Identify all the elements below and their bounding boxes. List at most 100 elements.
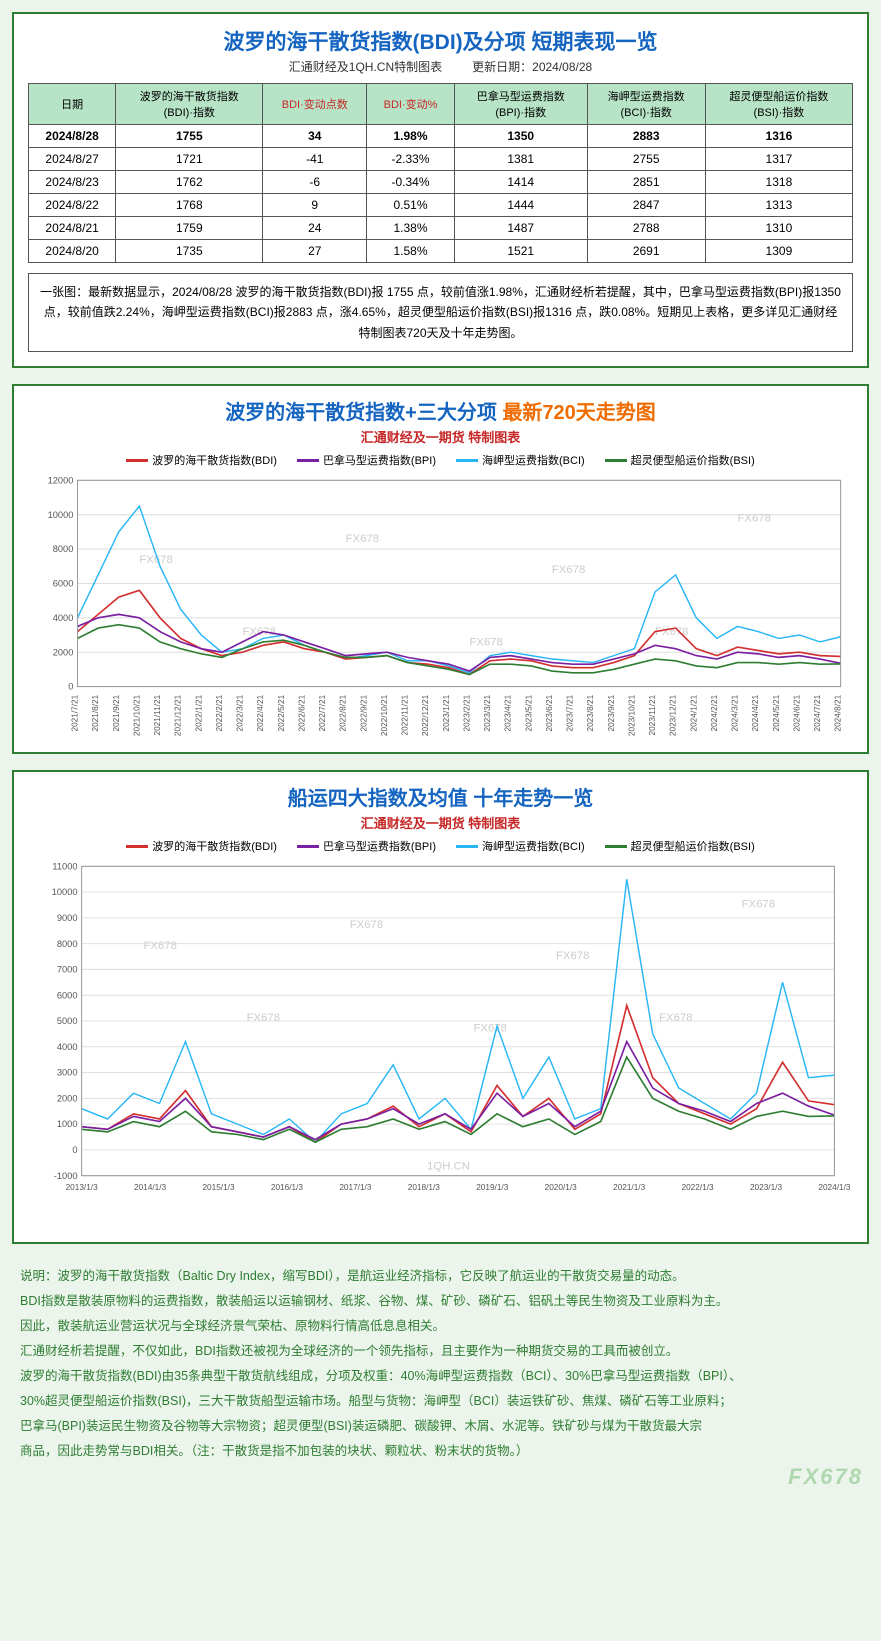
svg-text:2022/3/21: 2022/3/21 [236, 695, 245, 732]
explanation-text: 说明：波罗的海干散货指数（Baltic Dry Index，缩写BDI），是航运… [12, 1260, 869, 1484]
svg-text:8000: 8000 [57, 939, 78, 949]
svg-text:1QH.CN: 1QH.CN [427, 1161, 470, 1173]
panel1-subtitle: 汇通财经及1QH.CN特制图表更新日期：2024/08/28 [28, 58, 853, 75]
svg-text:2000: 2000 [53, 647, 74, 657]
svg-text:2022/1/3: 2022/1/3 [682, 1183, 715, 1192]
table-row: 2024/8/231762-6-0.34%141428511318 [29, 171, 853, 194]
svg-text:FX678: FX678 [144, 940, 177, 952]
chart10y-legend: 波罗的海干散货指数(BDI) 巴拿马型运费指数(BPI) 海岬型运费指数(BCI) 超… [28, 838, 853, 854]
table-header: BDI·变动% [367, 84, 455, 125]
legend-item: 波罗的海干散货指数(BDI) [126, 838, 277, 854]
svg-text:2023/2/21: 2023/2/21 [462, 695, 471, 732]
svg-text:2023/11/21: 2023/11/21 [648, 695, 657, 736]
legend-item: 巴拿马型运费指数(BPI) [297, 452, 436, 468]
legend-item: 海岬型运费指数(BCI) [456, 838, 585, 854]
svg-text:2022/7/21: 2022/7/21 [318, 695, 327, 732]
svg-text:FX678: FX678 [346, 533, 379, 545]
svg-text:2023/1/21: 2023/1/21 [442, 695, 451, 732]
svg-text:FX678: FX678 [474, 1023, 507, 1035]
panel1-title: 波罗的海干散货指数(BDI)及分项 短期表现一览 [28, 26, 853, 56]
svg-text:2019/1/3: 2019/1/3 [476, 1183, 509, 1192]
svg-text:FX678: FX678 [247, 1012, 280, 1024]
table-header: BDI·变动点数 [263, 84, 367, 125]
bdi-table: 日期波罗的海干散货指数(BDI)·指数BDI·变动点数BDI·变动%巴拿马型运费… [28, 83, 853, 263]
svg-text:0: 0 [72, 1145, 77, 1155]
table-header: 超灵便型船运价指数(BSI)·指数 [705, 84, 852, 125]
svg-text:2024/5/21: 2024/5/21 [772, 695, 781, 732]
svg-text:2022/1/21: 2022/1/21 [194, 695, 203, 732]
svg-text:9000: 9000 [57, 913, 78, 923]
svg-text:2022/9/21: 2022/9/21 [359, 695, 368, 732]
svg-text:FX678: FX678 [243, 626, 276, 638]
table-row: 2024/8/201735271.58%152126911309 [29, 240, 853, 263]
svg-text:7000: 7000 [57, 965, 78, 975]
svg-text:3000: 3000 [57, 1068, 78, 1078]
svg-text:2023/9/21: 2023/9/21 [607, 695, 616, 732]
svg-text:2022/10/21: 2022/10/21 [380, 695, 389, 737]
legend-item: 海岬型运费指数(BCI) [456, 452, 585, 468]
svg-text:2000: 2000 [57, 1094, 78, 1104]
legend-item: 波罗的海干散货指数(BDI) [126, 452, 277, 468]
svg-text:2018/1/3: 2018/1/3 [408, 1183, 441, 1192]
chart720-svg: 0 2000 4000 6000 8000 10000 12000 FX678 FX678 FX6… [28, 470, 853, 738]
svg-text:11000: 11000 [52, 862, 77, 872]
chart-720-panel: 波罗的海干散货指数+三大分项 最新720天走势图 汇通财经及一期货 特制图表 波… [12, 384, 869, 754]
svg-text:2021/8/21: 2021/8/21 [91, 695, 100, 732]
svg-text:2016/1/3: 2016/1/3 [271, 1183, 304, 1192]
svg-text:FX678: FX678 [742, 899, 775, 911]
svg-text:2024/8/21: 2024/8/21 [834, 695, 843, 732]
chart720-subtitle: 汇通财经及一期货 特制图表 [28, 427, 853, 446]
svg-text:6000: 6000 [53, 579, 74, 589]
svg-text:5000: 5000 [57, 1016, 78, 1026]
svg-text:FX678: FX678 [552, 564, 585, 576]
svg-text:4000: 4000 [57, 1042, 78, 1052]
svg-text:2021/12/21: 2021/12/21 [174, 695, 183, 737]
svg-text:2023/1/3: 2023/1/3 [750, 1183, 783, 1192]
svg-text:2023/12/21: 2023/12/21 [669, 695, 678, 737]
svg-text:0: 0 [68, 682, 73, 692]
table-row: 2024/8/22176890.51%144428471313 [29, 194, 853, 217]
svg-text:FX678: FX678 [659, 1012, 692, 1024]
svg-text:2014/1/3: 2014/1/3 [134, 1183, 167, 1192]
legend-item: 超灵便型船运价指数(BSI) [605, 838, 755, 854]
svg-text:2022/4/21: 2022/4/21 [256, 695, 265, 732]
svg-text:6000: 6000 [57, 991, 78, 1001]
svg-text:FX678: FX678 [556, 950, 589, 962]
chart720-title: 波罗的海干散货指数+三大分项 最新720天走势图 [28, 396, 853, 425]
svg-text:2022/12/21: 2022/12/21 [421, 695, 430, 737]
svg-text:2021/11/21: 2021/11/21 [153, 695, 162, 736]
legend-item: 巴拿马型运费指数(BPI) [297, 838, 436, 854]
svg-text:2021/10/21: 2021/10/21 [132, 695, 141, 737]
table-row: 2024/8/281755341.98%135028831316 [29, 125, 853, 148]
table-header: 海岬型运费指数(BCI)·指数 [587, 84, 705, 125]
svg-text:2021/9/21: 2021/9/21 [112, 695, 121, 732]
chart10y-svg: -100001000200030004000500060007000800090… [28, 856, 853, 1227]
table-row: 2024/8/271721-41-2.33%138127551317 [29, 148, 853, 171]
svg-text:8000: 8000 [53, 544, 74, 554]
svg-text:FX678: FX678 [350, 919, 383, 931]
svg-text:2023/8/21: 2023/8/21 [586, 695, 595, 732]
chart720-legend: 波罗的海干散货指数(BDI)巴拿马型运费指数(BPI)海岬型运费指数(BCI)超… [28, 452, 853, 468]
svg-text:2024/3/21: 2024/3/21 [731, 695, 740, 732]
svg-text:2023/3/21: 2023/3/21 [483, 695, 492, 732]
svg-text:2024/7/21: 2024/7/21 [813, 695, 822, 732]
svg-text:FX678: FX678 [738, 513, 771, 525]
svg-text:12000: 12000 [48, 476, 74, 486]
svg-text:-1000: -1000 [54, 1171, 78, 1181]
svg-text:2022/6/21: 2022/6/21 [297, 695, 306, 732]
svg-text:2022/2/21: 2022/2/21 [215, 695, 224, 732]
svg-text:10000: 10000 [52, 887, 78, 897]
svg-text:2024/1/3: 2024/1/3 [818, 1183, 851, 1192]
svg-text:2013/1/3: 2013/1/3 [66, 1183, 99, 1192]
table-header: 日期 [29, 84, 116, 125]
footer-brand: FX678 [788, 1464, 863, 1490]
svg-text:2023/6/21: 2023/6/21 [545, 695, 554, 732]
svg-text:2022/11/21: 2022/11/21 [401, 695, 410, 736]
chart10y-subtitle: 汇通财经及一期货 特制图表 [28, 813, 853, 832]
svg-text:2024/6/21: 2024/6/21 [792, 695, 801, 732]
svg-text:2024/2/21: 2024/2/21 [710, 695, 719, 732]
table-note: 一张图：最新数据显示，2024/08/28 波罗的海干散货指数(BDI)报 17… [28, 273, 853, 352]
svg-text:2023/7/21: 2023/7/21 [566, 695, 575, 732]
svg-text:10000: 10000 [48, 510, 74, 520]
svg-text:4000: 4000 [53, 613, 74, 623]
